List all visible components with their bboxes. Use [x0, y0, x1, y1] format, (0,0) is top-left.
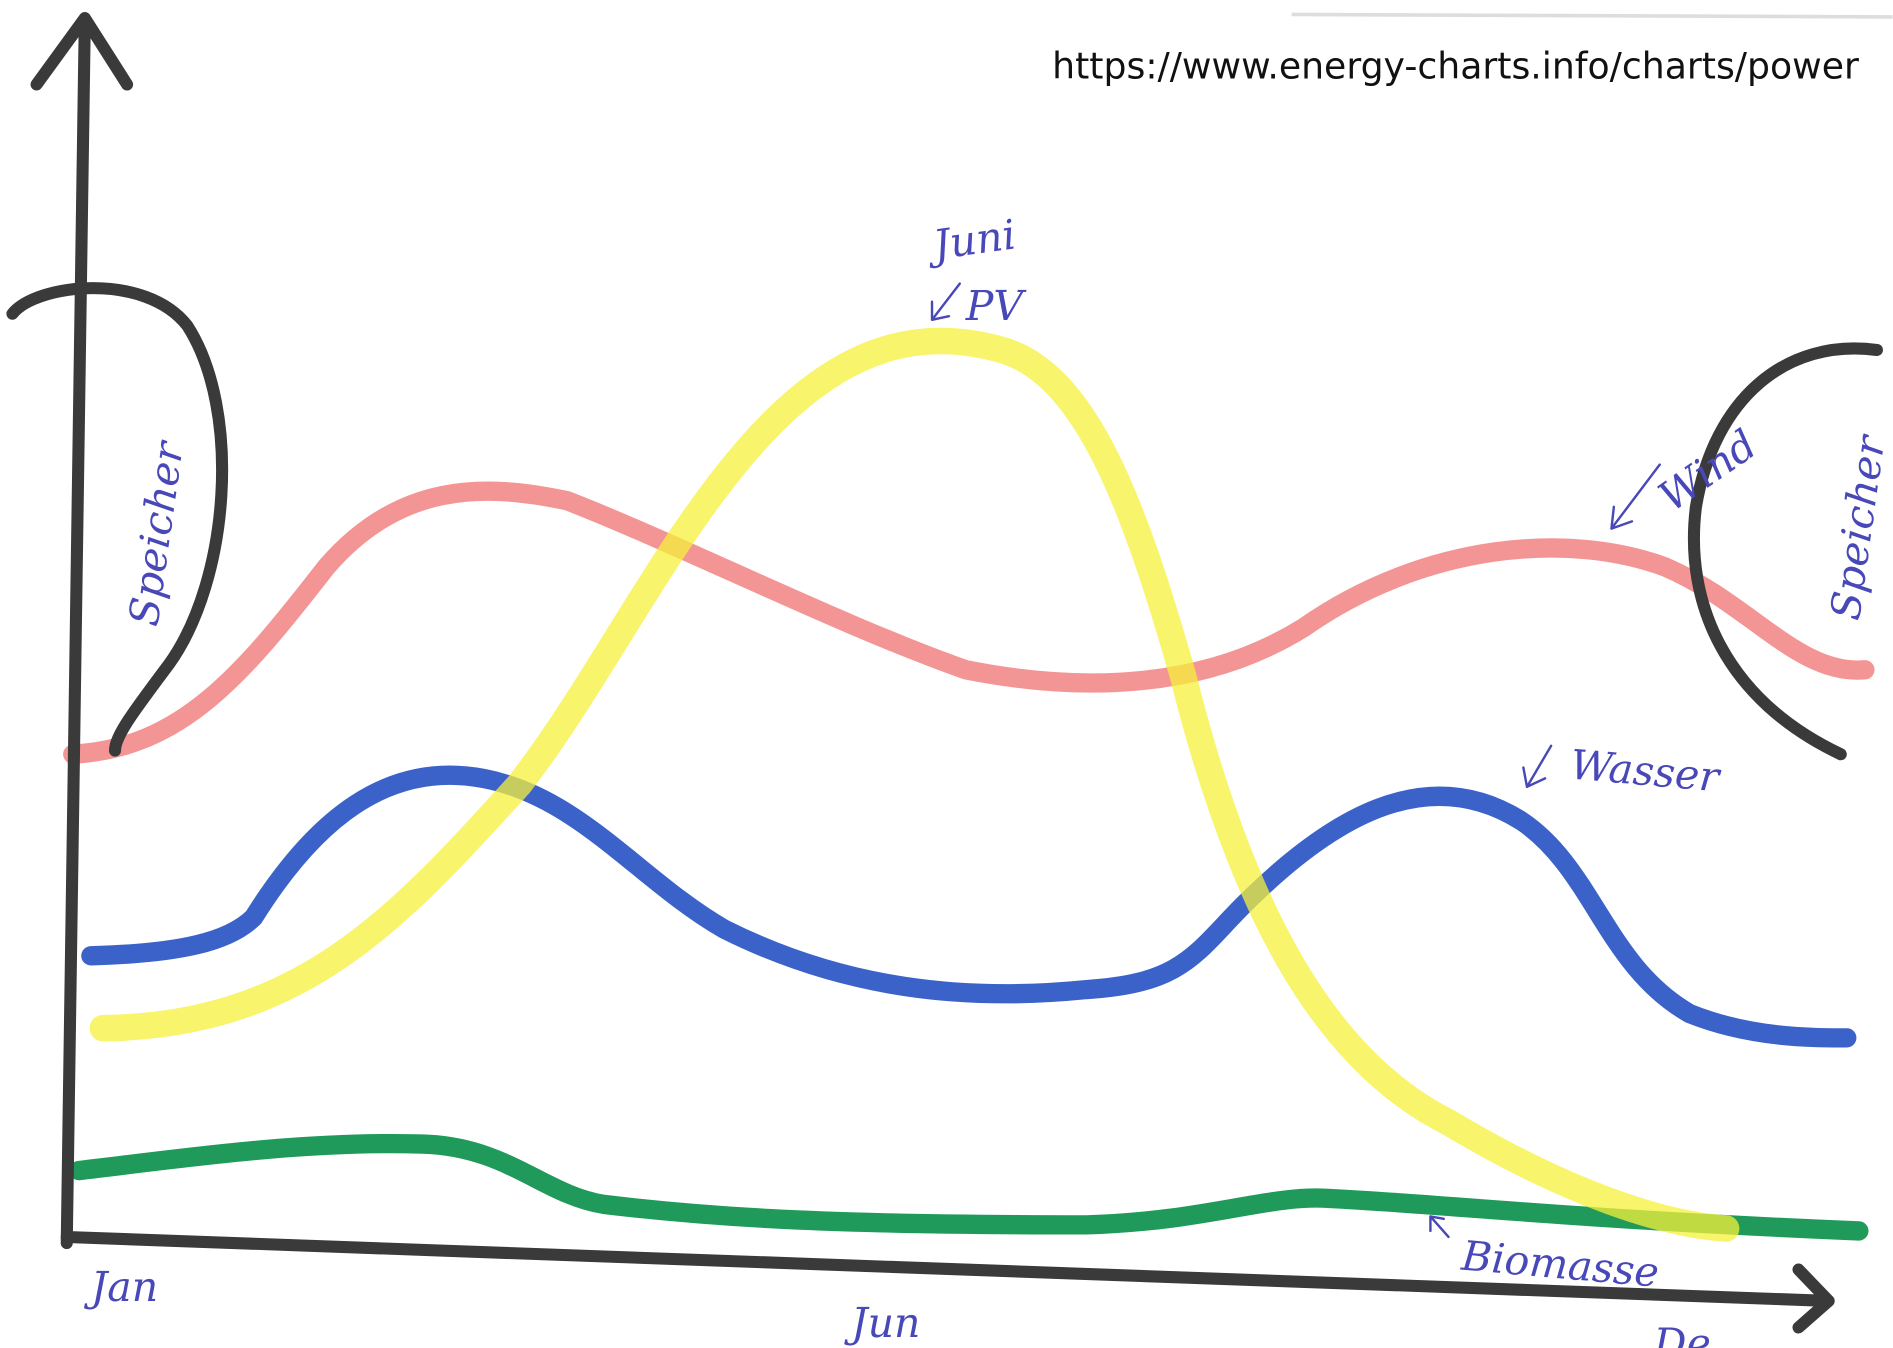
water-curve	[81, 765, 1857, 1048]
source-url: https://www.energy-charts.info/charts/po…	[1052, 44, 1859, 87]
storage-arc-left	[6, 282, 229, 757]
wind-arrow	[1610, 463, 1661, 530]
x-start-label: Jan	[84, 1263, 158, 1311]
x-axis	[60, 1230, 1835, 1334]
pv-arrow	[930, 282, 961, 322]
pv-curve	[89, 327, 1740, 1242]
biomass-curve	[69, 1133, 1869, 1241]
y-axis	[30, 12, 134, 1250]
pv-label: PV	[965, 282, 1028, 330]
storage-arc-right	[1687, 342, 1883, 761]
page-edge	[1291, 12, 1893, 19]
biomass-arrow	[1429, 1215, 1450, 1239]
water-arrow	[1522, 744, 1553, 789]
x-middle-label: Jun	[844, 1299, 920, 1347]
wind-curve	[63, 481, 1875, 764]
x-end-label: De	[1653, 1320, 1711, 1348]
